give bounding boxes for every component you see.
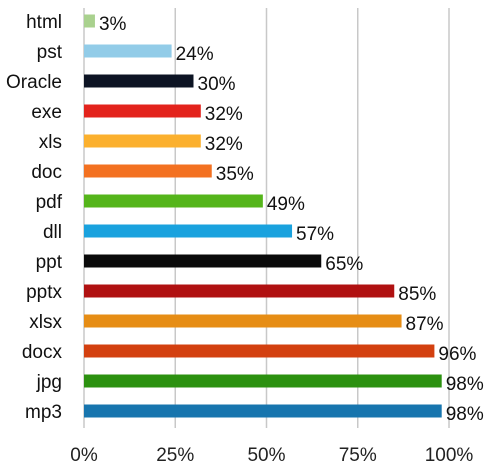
category-label: jpg — [36, 372, 62, 393]
value-label: 3% — [99, 14, 127, 35]
category-label: mp3 — [25, 402, 62, 423]
category-label: dll — [43, 222, 62, 243]
value-label: 57% — [296, 224, 334, 245]
category-label: html — [26, 12, 62, 33]
bar-html — [84, 14, 95, 28]
x-tick-label: 100% — [425, 445, 474, 466]
value-label: 32% — [205, 104, 243, 125]
value-label: 96% — [438, 344, 476, 365]
bar-xlsx — [84, 314, 402, 328]
category-label: xls — [39, 132, 62, 153]
category-label: xlsx — [29, 312, 62, 333]
bar-jpg — [84, 374, 442, 388]
x-tick-label: 25% — [156, 445, 194, 466]
category-label: docx — [22, 342, 63, 363]
bar-ppt — [84, 254, 322, 268]
value-label: 85% — [398, 284, 436, 305]
x-tick-label: 50% — [247, 445, 285, 466]
bar-dll — [84, 224, 293, 238]
category-label: pst — [37, 42, 63, 63]
bar-exe — [84, 104, 201, 118]
category-label: doc — [31, 162, 62, 183]
category-label: exe — [31, 102, 62, 123]
bar-docx — [84, 344, 435, 358]
value-label: 87% — [406, 314, 444, 335]
value-labels: 3% 24% 30% 32% 32% 35% 49% 57% 65% 85% 87% 96% 98% 98… — [99, 14, 484, 425]
category-label: Oracle — [6, 72, 62, 93]
value-label: 98% — [446, 404, 484, 425]
value-label: 32% — [205, 134, 243, 155]
value-label: 65% — [325, 254, 363, 275]
gridlines — [83, 8, 450, 428]
value-label: 24% — [176, 44, 214, 65]
category-label: pptx — [26, 282, 62, 303]
x-tick-label: 0% — [70, 445, 98, 466]
x-axis: 0% 25% 50% 75% 100% — [70, 445, 473, 466]
category-labels: html pst Oracle exe xls doc pdf dll ppt pptx xlsx d… — [6, 12, 63, 423]
bar-xls — [84, 134, 201, 148]
category-label: ppt — [36, 252, 63, 273]
bar-oracle — [84, 74, 194, 88]
bars — [84, 14, 442, 418]
value-label: 98% — [446, 374, 484, 395]
value-label: 30% — [198, 74, 236, 95]
bar-mp3 — [84, 404, 442, 418]
value-label: 49% — [267, 194, 305, 215]
value-label: 35% — [216, 164, 254, 185]
bar-pptx — [84, 284, 395, 298]
category-label: pdf — [36, 192, 63, 213]
bar-pdf — [84, 194, 263, 208]
bar-pst — [84, 44, 172, 58]
bar-doc — [84, 164, 212, 178]
x-tick-label: 75% — [339, 445, 377, 466]
